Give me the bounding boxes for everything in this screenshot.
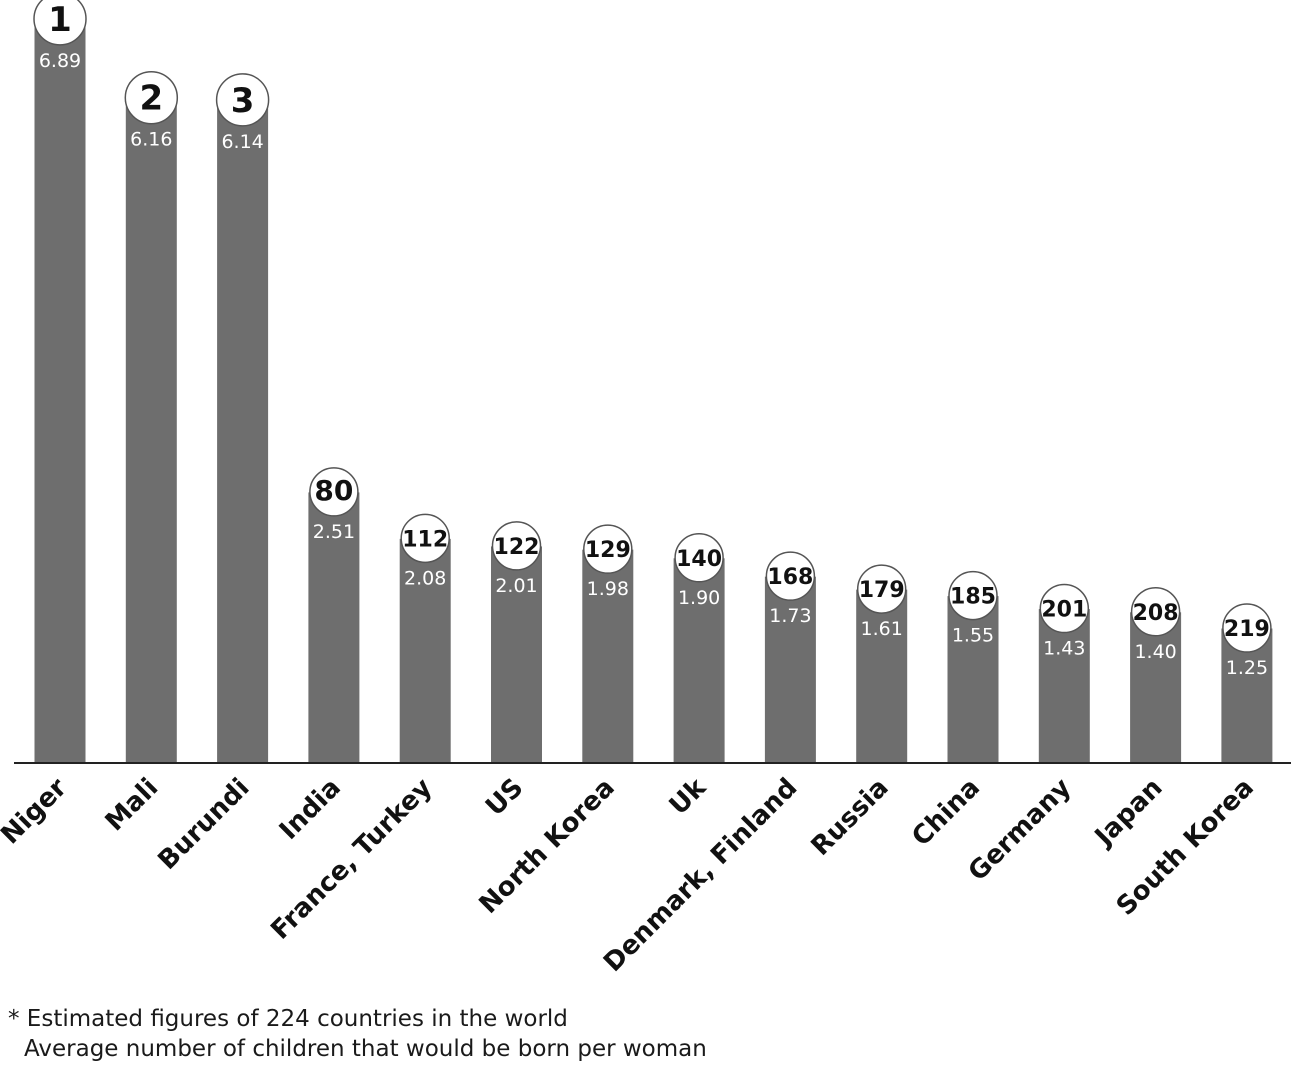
x-tick-label-india: India [274, 773, 347, 846]
value-label-russia: 1.61 [861, 618, 903, 640]
rank-label-china: 185 [950, 585, 996, 610]
bar-russia [855, 588, 909, 764]
x-tick-label-france-turkey: France, Turkey [265, 773, 438, 946]
bar-burundi [216, 99, 270, 764]
x-tick-label-mali: Mali [100, 773, 165, 838]
fertility-bar-chart: 1 6.89 2 6.16 3 6.14 80 2.51 112 2.08 122 2.01 129 1.… [0, 0, 1291, 978]
rank-badge-russia [856, 564, 907, 614]
rank-label-burundi: 3 [231, 81, 255, 121]
value-label-south-korea: 1.25 [1226, 657, 1268, 679]
bar-north-korea [581, 548, 635, 764]
bar-mali [124, 97, 178, 764]
x-tick-label-burundi: Burundi [153, 773, 256, 876]
value-label-niger: 6.89 [39, 50, 81, 72]
rank-badge-niger [33, 0, 87, 46]
rank-label-south-korea: 219 [1224, 617, 1270, 642]
bars-group: 1 6.89 2 6.16 3 6.14 80 2.51 112 2.08 122 2.01 129 1.… [33, 0, 1274, 764]
bar-uk [672, 557, 726, 764]
rank-badge-japan [1130, 587, 1181, 637]
rank-label-india: 80 [314, 474, 353, 507]
bar-denmark-finland [763, 575, 817, 764]
rank-badge-uk [674, 533, 724, 583]
rank-badge-denmark-finland [765, 551, 816, 601]
value-label-japan: 1.40 [1134, 641, 1176, 663]
value-label-uk: 1.90 [678, 587, 720, 609]
footnote-line-1: * Estimated figures of 224 countries in … [8, 1006, 568, 1032]
rank-badge-mali [124, 70, 179, 125]
x-tick-label-uk: Uk [664, 772, 713, 821]
x-tick-label-russia: Russia [806, 773, 895, 862]
rank-label-germany: 201 [1041, 598, 1087, 623]
value-label-burundi: 6.14 [221, 131, 263, 153]
x-tick-label-japan: Japan [1088, 773, 1169, 854]
value-label-india: 2.51 [313, 521, 355, 543]
rank-label-japan: 208 [1133, 601, 1179, 626]
rank-label-uk: 140 [676, 547, 722, 572]
value-label-north-korea: 1.98 [587, 578, 629, 600]
rank-badge-south-korea [1222, 603, 1272, 653]
x-tick-label-us: US [480, 773, 529, 822]
value-label-mali: 6.16 [130, 129, 172, 151]
rank-badge-north-korea [583, 524, 633, 574]
bar-niger [33, 18, 87, 764]
value-label-germany: 1.43 [1043, 638, 1085, 660]
value-label-france-turkey: 2.08 [404, 567, 446, 589]
rank-badge-us [491, 521, 542, 571]
value-label-us: 2.01 [495, 575, 537, 597]
x-tick-label-china: China [906, 773, 986, 853]
rank-badge-china [948, 570, 998, 621]
x-tick-label-niger: Niger [0, 773, 73, 851]
rank-label-mali: 2 [139, 79, 163, 119]
rank-label-niger: 1 [48, 0, 72, 40]
bar-china [946, 595, 1000, 764]
bar-us [490, 545, 543, 764]
rank-label-russia: 179 [859, 578, 905, 603]
rank-label-north-korea: 129 [585, 538, 631, 563]
footnote-line-2: Average number of children that would be… [24, 1036, 707, 1062]
rank-label-france-turkey: 112 [402, 527, 448, 552]
value-label-denmark-finland: 1.73 [769, 605, 811, 627]
rank-badge-france-turkey [400, 513, 450, 564]
rank-label-us: 122 [494, 535, 540, 560]
rank-label-denmark-finland: 168 [767, 565, 813, 590]
rank-badge-burundi [215, 73, 270, 127]
bar-germany [1037, 608, 1091, 764]
rank-badge-india [309, 467, 359, 517]
rank-badge-germany [1039, 583, 1090, 634]
value-label-china: 1.55 [952, 625, 994, 647]
